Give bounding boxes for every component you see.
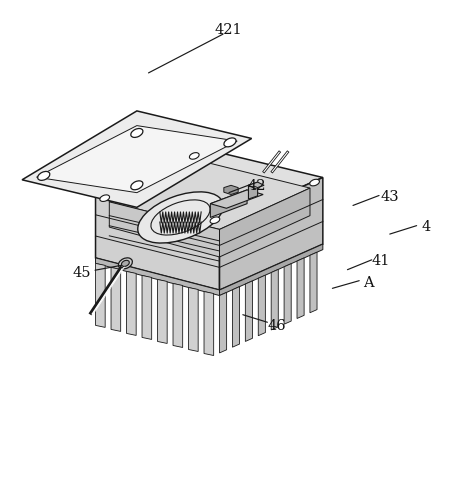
Polygon shape [219, 178, 323, 290]
Polygon shape [284, 264, 291, 324]
Text: 4: 4 [421, 219, 431, 233]
Text: 46: 46 [267, 319, 286, 333]
Polygon shape [188, 288, 198, 352]
Polygon shape [258, 276, 265, 336]
Polygon shape [232, 287, 239, 348]
Polygon shape [22, 112, 252, 208]
Ellipse shape [131, 181, 143, 191]
Polygon shape [219, 189, 310, 257]
Ellipse shape [189, 153, 199, 160]
Polygon shape [249, 183, 258, 200]
Text: 41: 41 [371, 253, 389, 268]
Polygon shape [111, 268, 121, 332]
Polygon shape [210, 191, 247, 218]
Ellipse shape [310, 180, 319, 186]
Ellipse shape [131, 129, 143, 138]
Polygon shape [96, 264, 105, 328]
Polygon shape [245, 281, 252, 342]
Polygon shape [173, 284, 182, 348]
Polygon shape [219, 245, 323, 296]
Polygon shape [210, 191, 263, 209]
Text: 421: 421 [215, 23, 243, 37]
Polygon shape [96, 194, 219, 290]
Polygon shape [204, 292, 213, 356]
Polygon shape [158, 280, 167, 344]
Polygon shape [249, 183, 264, 189]
Polygon shape [142, 276, 152, 340]
Ellipse shape [100, 195, 109, 202]
Polygon shape [96, 258, 219, 296]
Polygon shape [109, 203, 219, 257]
Polygon shape [224, 186, 238, 195]
Polygon shape [96, 148, 323, 224]
Text: 45: 45 [73, 265, 91, 279]
Polygon shape [127, 272, 136, 336]
Polygon shape [36, 126, 237, 193]
Polygon shape [297, 258, 304, 319]
Polygon shape [310, 252, 317, 313]
Ellipse shape [138, 192, 223, 243]
Ellipse shape [210, 217, 220, 224]
Ellipse shape [118, 258, 133, 269]
Ellipse shape [122, 261, 129, 267]
Ellipse shape [224, 139, 236, 147]
Polygon shape [271, 270, 278, 330]
Ellipse shape [38, 172, 50, 181]
Polygon shape [219, 293, 227, 353]
Polygon shape [109, 161, 310, 230]
Text: 43: 43 [380, 190, 399, 204]
Text: 42: 42 [247, 179, 266, 193]
Text: A: A [364, 275, 374, 289]
